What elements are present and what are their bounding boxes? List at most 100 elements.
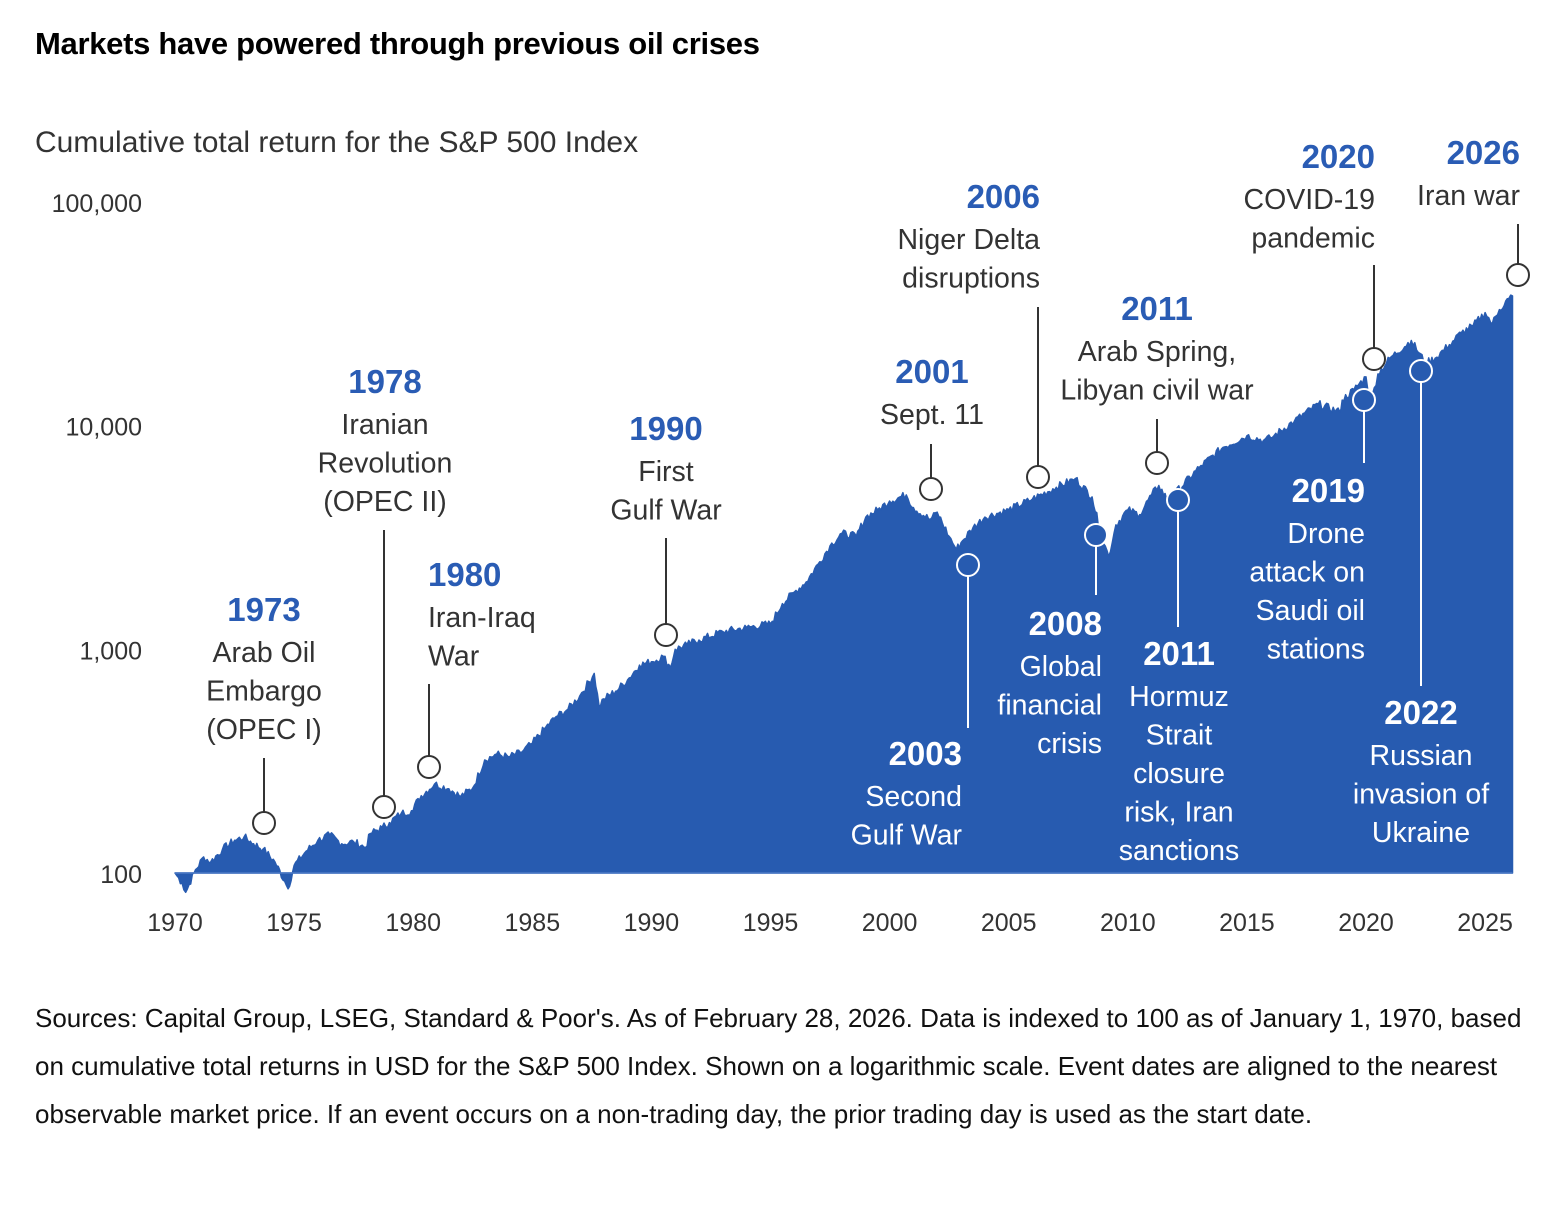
x-tick-label: 1995 [743, 909, 799, 937]
event-marker[interactable] [1362, 347, 1386, 371]
annotation-2003: 2003 Second Gulf War [851, 553, 980, 852]
annotation-text: Iran-Iraq [428, 602, 536, 634]
annotation-2026: 2026 Iran war [1417, 134, 1530, 287]
event-marker[interactable] [1026, 465, 1050, 489]
annotation-year: 2022 [1384, 694, 1457, 731]
annotation-2001: 2001 Sept. 11 [880, 353, 984, 501]
event-marker[interactable] [1145, 451, 1169, 475]
annotation-1978: 1978 Iranian Revolution (OPEC II) [318, 363, 453, 819]
annotation-2008: 2008 Global financial crisis [997, 523, 1108, 760]
annotation-text: (OPEC I) [206, 714, 322, 746]
y-axis: 100 1,000 10,000 100,000 [52, 190, 142, 889]
x-tick-label: 1975 [266, 909, 322, 937]
chart-subtitle: Cumulative total return for the S&P 500 … [35, 126, 639, 159]
annotation-year: 2011 [1143, 635, 1215, 672]
annotation-text: closure [1133, 758, 1225, 790]
annotation-text: Arab Spring, [1078, 336, 1236, 368]
annotation-text: War [428, 641, 480, 673]
annotation-2019: 2019 Drone attack on Saudi oil stations [1249, 388, 1376, 666]
footnote: Sources: Capital Group, LSEG, Standard &… [35, 1003, 1522, 1129]
annotation-year: 2001 [895, 353, 968, 390]
annotation-year: 1978 [348, 363, 421, 400]
annotation-year: 1990 [629, 410, 702, 447]
x-axis: 1970 1975 1980 1985 1990 1995 2000 2005 2010 2015… [147, 909, 1513, 937]
x-tick-label: 2000 [862, 909, 918, 937]
annotation-text: Iranian [341, 409, 428, 441]
y-tick-label: 1,000 [79, 637, 142, 665]
annotation-text: Second [865, 781, 962, 813]
annotation-text: COVID-19 [1244, 184, 1375, 216]
annotation-2020: 2020 COVID-19 pandemic [1244, 138, 1386, 371]
area-layer [174, 294, 1514, 894]
annotation-text: pandemic [1251, 223, 1375, 255]
annotation-year: 2019 [1292, 472, 1365, 509]
annotation-text: Global [1020, 651, 1102, 683]
annotation-1973: 1973 Arab Oil Embargo (OPEC I) [206, 591, 322, 835]
event-marker[interactable] [372, 795, 396, 819]
annotation-text: Iran war [1417, 180, 1520, 212]
annotation-text: Embargo [206, 676, 322, 708]
x-tick-label: 2005 [981, 909, 1037, 937]
annotation-year: 1980 [428, 556, 501, 593]
x-tick-label: 1970 [147, 909, 203, 937]
annotation-year: 2020 [1302, 138, 1375, 175]
annotation-year: 2006 [967, 178, 1040, 215]
annotation-year: 2003 [889, 735, 962, 772]
annotation-text: Libyan civil war [1060, 375, 1254, 407]
x-tick-label: 2025 [1457, 909, 1513, 937]
annotation-text: Ukraine [1372, 817, 1470, 849]
x-tick-label: 1980 [385, 909, 441, 937]
x-tick-label: 1990 [624, 909, 680, 937]
annotation-2011: 2011 Hormuz Strait closure risk, Iran sanctio… [1119, 488, 1239, 867]
annotation-text: invasion of [1353, 779, 1489, 811]
annotation-year: 2008 [1029, 605, 1102, 642]
event-marker[interactable] [417, 755, 441, 779]
annotation-text: Niger Delta [897, 224, 1040, 256]
annotation-text: financial [997, 690, 1102, 722]
event-marker[interactable] [919, 477, 943, 501]
event-marker[interactable] [252, 811, 276, 835]
annotation-text: Gulf War [851, 820, 963, 852]
event-marker[interactable] [956, 553, 980, 577]
annotation-text: Russian [1370, 740, 1473, 772]
event-marker[interactable] [1084, 523, 1108, 547]
annotation-text: risk, Iran [1124, 797, 1233, 829]
annotation-1980: 1980 Iran-Iraq War [417, 556, 536, 779]
annotation-text: disruptions [902, 263, 1040, 295]
annotation-2006: 2006 Niger Delta disruptions [897, 178, 1050, 489]
annotation-year: 2011 [1121, 290, 1193, 327]
x-tick-label: 2015 [1219, 909, 1275, 937]
event-marker[interactable] [654, 623, 678, 647]
chart-title: Markets have powered through previous oi… [35, 26, 760, 61]
annotation-text: Saudi oil [1256, 595, 1365, 627]
x-tick-label: 2020 [1338, 909, 1394, 937]
event-marker[interactable] [1409, 359, 1433, 383]
y-tick-label: 100,000 [52, 190, 142, 218]
x-tick-label: 2010 [1100, 909, 1156, 937]
annotation-year: 2026 [1447, 134, 1520, 171]
annotation-text: crisis [1037, 728, 1102, 760]
annotation-text: stations [1267, 634, 1365, 666]
y-tick-label: 100 [100, 861, 142, 889]
annotation-text: attack on [1249, 557, 1365, 589]
event-marker[interactable] [1166, 488, 1190, 512]
annotation-layer: 1973 Arab Oil Embargo (OPEC I) 1978 Iranian Re… [206, 134, 1530, 867]
y-tick-label: 10,000 [66, 414, 142, 442]
annotation-text: First [638, 456, 693, 488]
annotation-year: 1973 [227, 591, 300, 628]
annotation-text: Strait [1146, 720, 1213, 752]
annotation-text: Sept. 11 [880, 399, 984, 431]
annotation-text: Revolution [318, 448, 453, 480]
annotation-1990: 1990 First Gulf War [610, 410, 722, 647]
annotation-text: Arab Oil [213, 637, 316, 669]
annotation-text: Drone [1287, 518, 1365, 550]
annotation-2022: 2022 Russian invasion of Ukraine [1353, 359, 1489, 849]
event-marker[interactable] [1506, 263, 1530, 287]
sp500-area [174, 294, 1514, 894]
event-marker[interactable] [1352, 388, 1376, 412]
annotation-text: Hormuz [1129, 681, 1229, 713]
annotation-text: sanctions [1119, 835, 1239, 867]
annotation-text: Gulf War [610, 495, 722, 527]
annotation-2011: 2011 Arab Spring, Libyan civil war [1060, 290, 1254, 475]
